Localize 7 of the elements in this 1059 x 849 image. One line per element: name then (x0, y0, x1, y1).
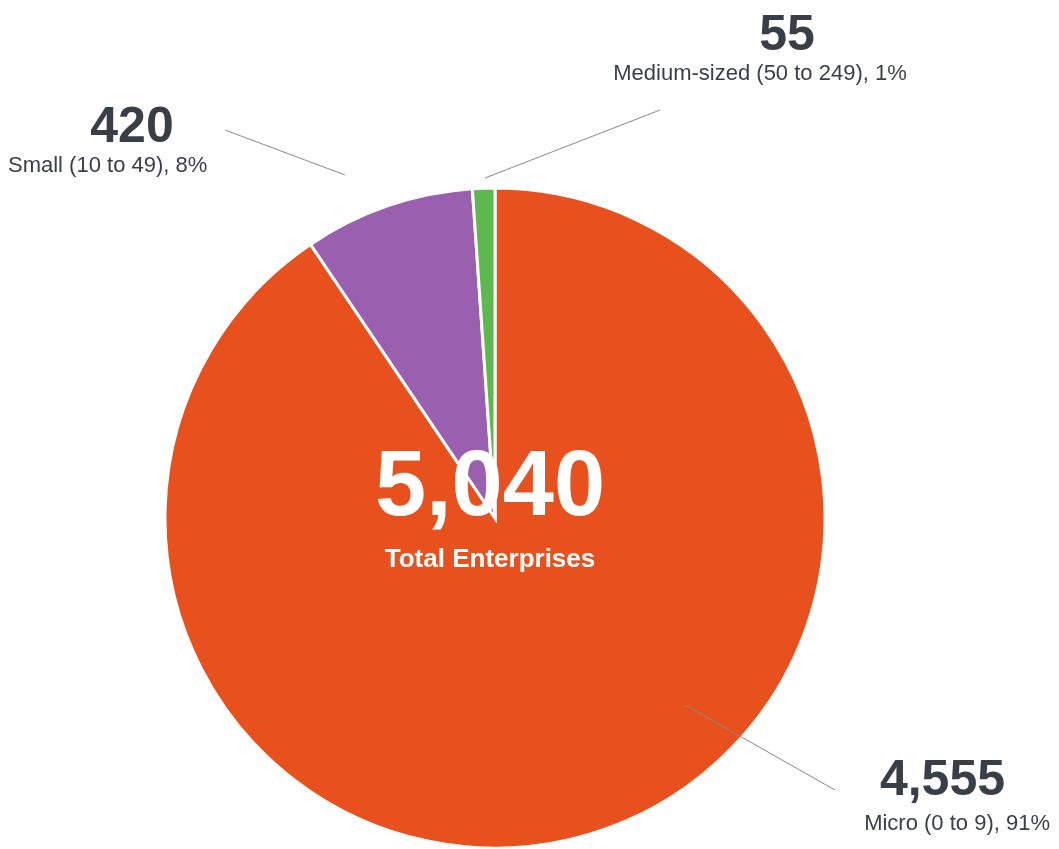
slice-label: Small (10 to 49), 8% (8, 152, 208, 177)
slice-label: Micro (0 to 9), 91% (864, 810, 1050, 835)
slice-label: Medium-sized (50 to 249), 1% (613, 60, 907, 85)
data-label: 4,555 (879, 750, 1005, 806)
data-label: 55 (759, 5, 815, 61)
data-label: 420 (90, 97, 174, 153)
text: Total Enterprises (384, 543, 596, 573)
